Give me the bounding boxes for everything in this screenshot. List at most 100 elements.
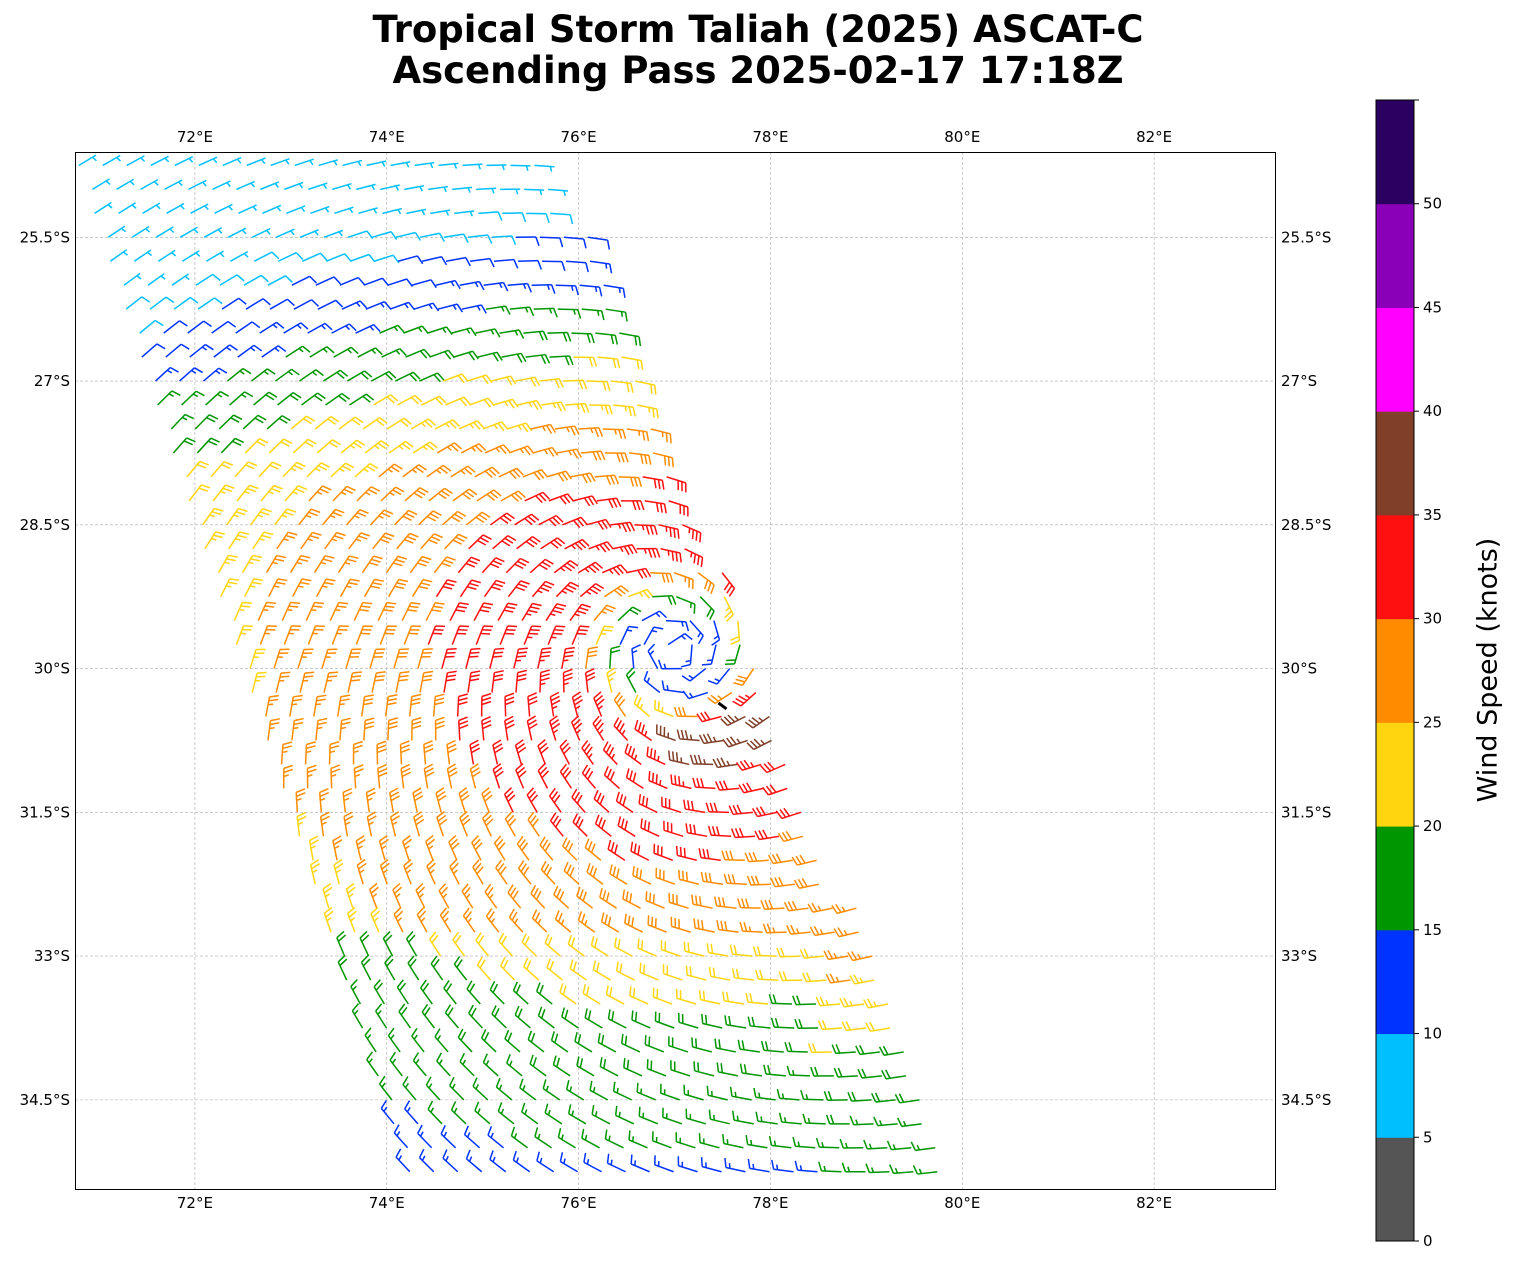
wind-barb <box>396 979 409 1005</box>
wind-barb <box>527 692 538 717</box>
wind-barb <box>435 787 447 813</box>
wind-barb <box>685 823 708 838</box>
wind-barb <box>492 739 504 765</box>
wind-barb <box>118 202 137 214</box>
wind-barb <box>453 955 468 981</box>
wind-barb <box>771 1159 794 1173</box>
wind-barb <box>544 934 561 957</box>
wind-barb <box>554 425 580 436</box>
wind-barb <box>640 818 660 837</box>
wind-barb <box>415 883 426 909</box>
wind-barb <box>382 931 394 957</box>
wind-barb <box>189 343 214 358</box>
wind-barb <box>747 1016 771 1029</box>
lon-tick-label-top: 76°E <box>561 128 597 146</box>
wind-barb <box>142 202 161 214</box>
wind-barb <box>624 743 642 766</box>
wind-barb <box>295 788 306 813</box>
wind-barb <box>689 754 714 766</box>
wind-barb <box>292 438 317 454</box>
wind-barb <box>613 404 636 417</box>
wind-barb <box>527 811 540 837</box>
colorbar-bin <box>1376 203 1414 308</box>
wind-barb <box>275 228 295 238</box>
wind-barb <box>343 811 354 837</box>
wind-barb <box>78 154 97 167</box>
wind-barb <box>190 203 209 215</box>
wind-barb <box>537 647 552 669</box>
wind-barb <box>825 1114 850 1125</box>
wind-barb <box>537 739 549 765</box>
wind-barb <box>637 404 659 419</box>
wind-barb <box>507 580 530 598</box>
wind-barb <box>427 1100 443 1125</box>
wind-barb <box>450 1101 467 1125</box>
gridlines <box>75 152 1275 1189</box>
wind-barb <box>541 260 566 271</box>
wind-barb <box>355 835 366 861</box>
wind-barb <box>626 428 650 442</box>
wind-barb <box>214 203 233 215</box>
wind-barb <box>347 230 374 240</box>
wind-barb <box>390 161 411 168</box>
wind-barb <box>517 860 532 885</box>
wind-barb <box>685 1108 706 1125</box>
wind-barb <box>259 321 285 334</box>
wind-barb <box>783 900 809 912</box>
wind-barb <box>634 524 658 535</box>
wind-barb <box>483 579 506 598</box>
wind-barb <box>666 476 687 493</box>
wind-barb <box>792 995 817 1006</box>
wind-barb <box>397 394 423 406</box>
wind-barb <box>724 1015 747 1029</box>
wind-barb <box>563 236 587 249</box>
wind-barb <box>518 259 543 270</box>
wind-barb <box>392 882 403 909</box>
wind-barb <box>433 556 456 574</box>
wind-barb <box>847 951 873 962</box>
wind-barb <box>525 353 551 365</box>
wind-barb <box>421 1003 436 1029</box>
wind-barb <box>293 299 320 310</box>
wind-barb <box>301 392 326 406</box>
colorbar-tick-label: 40 <box>1423 402 1442 420</box>
wind-barb <box>618 476 643 487</box>
wind-barb <box>322 882 333 909</box>
wind-barb <box>179 226 199 238</box>
wind-barb <box>670 774 692 790</box>
wind-barb <box>309 859 321 885</box>
wind-barb <box>482 811 494 837</box>
wind-barb <box>363 277 390 287</box>
wind-barb <box>334 206 354 215</box>
wind-barb <box>516 835 530 861</box>
wind-barb <box>553 885 570 909</box>
wind-barb <box>807 1043 832 1054</box>
wind-barb <box>229 250 249 262</box>
wind-barb <box>269 298 295 310</box>
wind-barb <box>416 907 428 933</box>
wind-barb <box>684 548 704 567</box>
wind-barb <box>800 1089 824 1101</box>
wind-barb <box>621 356 644 370</box>
wind-barb <box>313 694 327 717</box>
wind-barb <box>393 1124 409 1149</box>
wind-barb <box>291 717 304 741</box>
wind-barb <box>529 558 554 574</box>
wind-barb <box>379 324 405 334</box>
wind-barb <box>244 438 269 454</box>
wind-barb <box>377 601 397 621</box>
wind-barb <box>549 812 564 837</box>
wind-barb <box>458 787 470 813</box>
wind-barb <box>547 331 572 342</box>
wind-barb <box>685 965 707 981</box>
wind-barb <box>675 1132 696 1149</box>
wind-barb <box>313 555 335 574</box>
wind-barb <box>527 1030 545 1053</box>
wind-barb <box>644 1035 665 1053</box>
wind-barb <box>413 302 440 312</box>
wind-barb <box>501 352 527 363</box>
wind-barb <box>407 955 420 981</box>
wind-barb <box>831 1044 856 1055</box>
wind-barb <box>323 671 339 693</box>
wind-barb <box>346 509 369 526</box>
